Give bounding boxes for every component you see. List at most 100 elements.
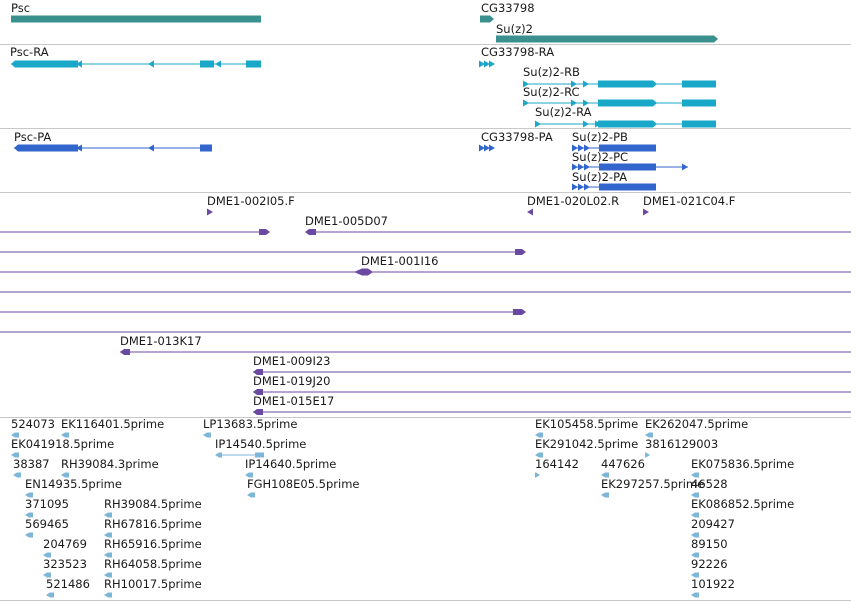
clone-end — [253, 409, 263, 415]
protein-label[interactable]: Su(z)2-PC — [572, 150, 629, 164]
est-glyph — [535, 472, 540, 478]
est-label[interactable]: 46528 — [691, 477, 728, 491]
est-label[interactable]: RH39084.3prime — [61, 457, 159, 471]
clone-label[interactable]: DME1-005D07 — [305, 214, 388, 228]
clone-end — [643, 208, 649, 216]
gene-label[interactable]: Psc — [11, 1, 31, 15]
gene-bar — [11, 15, 261, 23]
clone-label[interactable]: DME1-009I23 — [253, 354, 331, 368]
clone-label[interactable]: DME1-015E17 — [253, 394, 335, 408]
est-label[interactable]: LP13683.5prime — [203, 417, 298, 431]
exon-box — [598, 120, 657, 128]
exon-box — [14, 144, 78, 152]
est-glyph — [25, 512, 33, 518]
clone-label[interactable]: DME1-019J20 — [253, 374, 331, 388]
est-glyph — [691, 532, 699, 538]
est-label[interactable]: 371095 — [25, 497, 69, 511]
clone-label[interactable]: DME1-001I16 — [361, 254, 439, 268]
est-label[interactable]: RH67816.5prime — [104, 517, 202, 531]
clone-label[interactable]: DME1-020L02.R — [527, 194, 620, 208]
protein-label[interactable]: Psc-PA — [14, 130, 52, 144]
transcript-label[interactable]: Psc-RA — [10, 45, 49, 59]
est-label[interactable]: 101922 — [691, 577, 735, 591]
est-label[interactable]: EK297257.5prime — [601, 477, 705, 491]
est-label[interactable]: 524073 — [11, 417, 55, 431]
strand-arrow — [571, 99, 577, 107]
est-label[interactable]: IP14540.5prime — [215, 437, 307, 451]
est-label[interactable]: 164142 — [535, 457, 579, 471]
est-glyph — [104, 552, 112, 558]
clone-label[interactable]: DME1-002I05.F — [207, 194, 295, 208]
est-glyph — [601, 472, 609, 478]
clone-end — [207, 208, 213, 216]
transcript-label[interactable]: Su(z)2-RA — [535, 105, 592, 119]
strand-arrow — [572, 183, 578, 191]
exon-box — [598, 80, 657, 88]
est-label[interactable]: EN14935.5prime — [25, 477, 122, 491]
est-label[interactable]: 3816129003 — [645, 437, 719, 451]
protein-label[interactable]: Su(z)2-PB — [572, 130, 628, 144]
clone-label[interactable]: DME1-013K17 — [120, 334, 202, 348]
est-label[interactable]: 447626 — [601, 457, 645, 471]
protein-label[interactable]: Su(z)2-PA — [572, 170, 628, 184]
est-label[interactable]: 89150 — [691, 537, 728, 551]
clone-end — [259, 229, 270, 235]
est-glyph — [46, 592, 54, 598]
est-label[interactable]: 323523 — [43, 557, 87, 571]
clone-label[interactable]: DME1-021C04.F — [643, 194, 736, 208]
est-label[interactable]: 521486 — [46, 577, 90, 591]
gene-bar — [496, 35, 718, 43]
est-glyph — [535, 432, 543, 438]
strand-arrow — [583, 80, 589, 88]
est-label[interactable]: EK075836.5prime — [691, 457, 795, 471]
strand-arrow — [572, 144, 578, 152]
est-label[interactable]: 569465 — [25, 517, 69, 531]
est-label[interactable]: EK041918.5prime — [11, 437, 115, 451]
est-label[interactable]: 38387 — [13, 457, 50, 471]
gene-bar — [480, 15, 494, 23]
est-label[interactable]: RH39084.5prime — [104, 497, 202, 511]
strand-arrow — [584, 183, 590, 191]
clone-end — [513, 309, 526, 315]
est-glyph — [691, 572, 699, 578]
est-glyph — [43, 572, 51, 578]
strand-arrow — [484, 144, 490, 152]
strand-arrow — [484, 60, 490, 68]
est-glyph — [245, 472, 253, 478]
est-glyph — [255, 452, 264, 458]
transcript-label[interactable]: CG33798-RA — [481, 45, 555, 59]
est-glyph — [104, 532, 112, 538]
exon-box — [682, 120, 716, 128]
est-label[interactable]: FGH108E05.5prime — [247, 477, 360, 491]
exon-box — [11, 60, 78, 68]
protein-label[interactable]: CG33798-PA — [481, 130, 553, 144]
transcript-label[interactable]: Su(z)2-RC — [523, 85, 580, 99]
est-label[interactable]: RH64058.5prime — [104, 557, 202, 571]
est-label[interactable]: EK291042.5prime — [535, 437, 639, 451]
est-label[interactable]: IP14640.5prime — [245, 457, 337, 471]
est-label[interactable]: RH10017.5prime — [104, 577, 202, 591]
est-glyph — [247, 492, 255, 498]
est-glyph — [43, 552, 51, 558]
gene-label[interactable]: CG33798 — [481, 1, 535, 15]
gene-label[interactable]: Su(z)2 — [496, 22, 533, 36]
transcript-label[interactable]: Su(z)2-RB — [523, 65, 580, 79]
est-label[interactable]: 204769 — [43, 537, 87, 551]
est-label[interactable]: EK086852.5prime — [691, 497, 795, 511]
est-label[interactable]: 209427 — [691, 517, 735, 531]
clone-end — [515, 249, 526, 255]
clone-end — [305, 229, 316, 235]
est-label[interactable]: 92226 — [691, 557, 728, 571]
strand-arrow — [76, 60, 82, 68]
est-glyph — [535, 452, 543, 458]
est-glyph — [691, 512, 699, 518]
strand-arrow — [215, 60, 221, 68]
est-label[interactable]: EK116401.5prime — [61, 417, 165, 431]
est-label[interactable]: RH65916.5prime — [104, 537, 202, 551]
exon-box — [682, 80, 716, 88]
exon-box — [599, 144, 656, 152]
est-label[interactable]: EK105458.5prime — [535, 417, 639, 431]
est-label[interactable]: EK262047.5prime — [645, 417, 749, 431]
